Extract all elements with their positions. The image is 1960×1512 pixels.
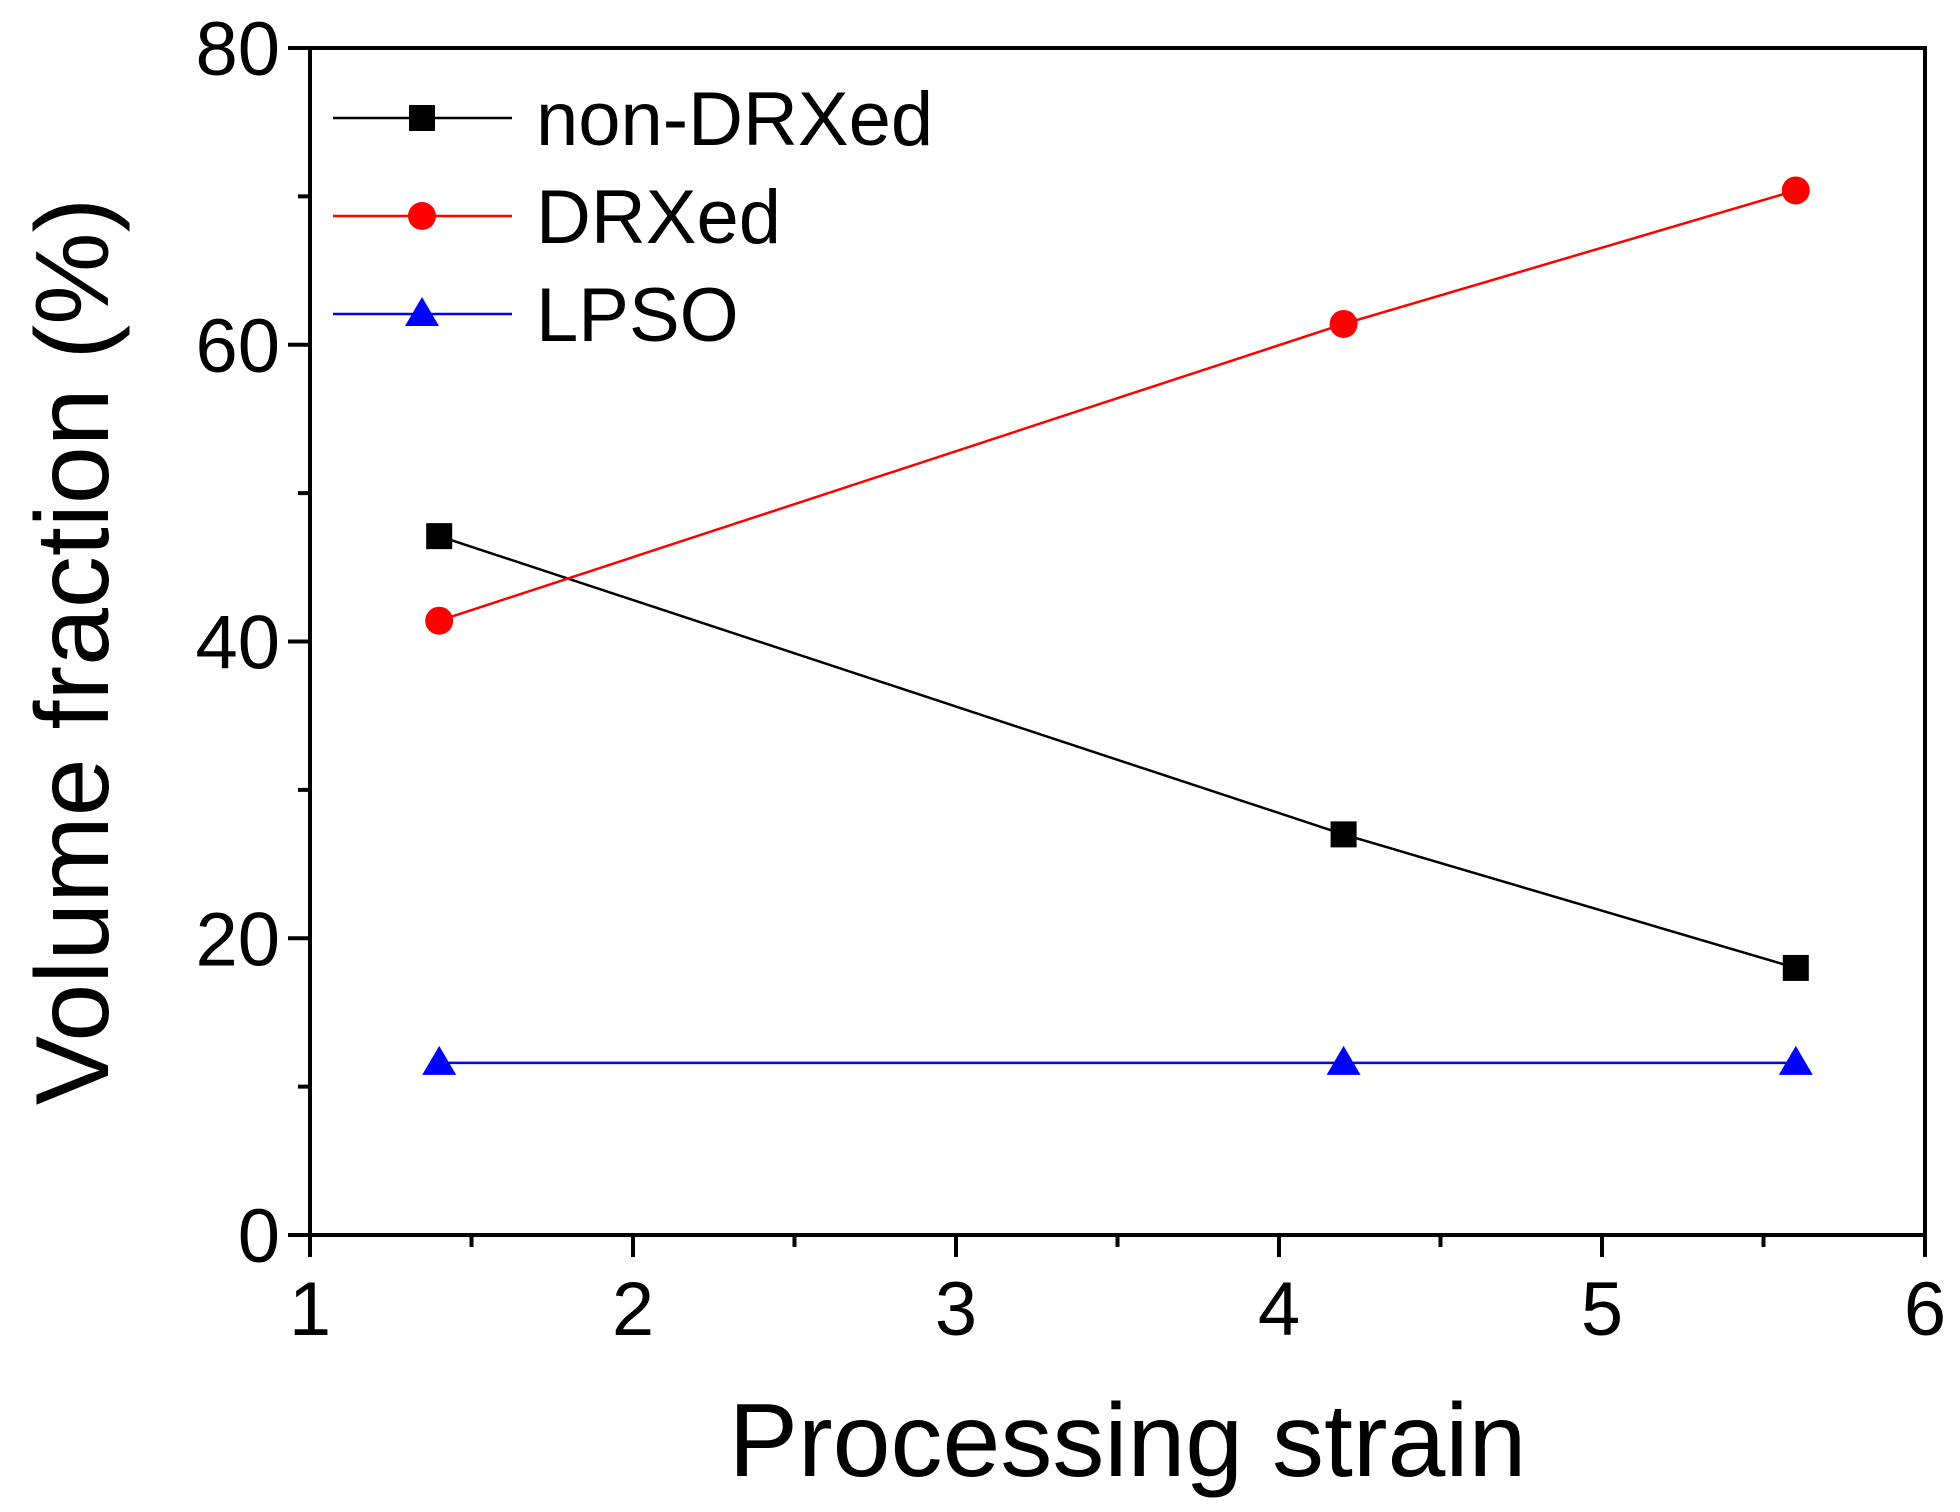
- legend-label: LPSO: [536, 273, 739, 358]
- x-tick-label: 5: [1581, 1267, 1623, 1352]
- data-point: [1782, 954, 1809, 981]
- x-tick-label: 6: [1904, 1267, 1946, 1352]
- legend-item: non-DRXed: [333, 77, 933, 162]
- series-line: [438, 534, 1797, 970]
- data-point: [1329, 309, 1358, 338]
- x-tick-label: 2: [612, 1267, 654, 1352]
- series-group: [422, 176, 1813, 1075]
- data-point: [1781, 176, 1810, 205]
- legend-marker: [408, 202, 436, 230]
- y-tick-label: 40: [195, 601, 280, 686]
- legend: non-DRXed DRXed LPSO: [333, 77, 933, 358]
- y-tick-label: 0: [238, 1194, 280, 1279]
- series-lpso: [422, 1045, 1813, 1075]
- data-point: [425, 606, 454, 635]
- y-axis-label: Volume fraction (%): [15, 198, 131, 1105]
- series-non-drxed: [426, 523, 1809, 981]
- series-drxed: [425, 176, 1810, 635]
- x-tick-label: 4: [1258, 1267, 1300, 1352]
- y-tick-label: 60: [195, 304, 280, 389]
- x-tick-label: 3: [935, 1267, 977, 1352]
- data-point: [1326, 1045, 1361, 1075]
- x-tick-label: 1: [289, 1267, 331, 1352]
- data-point: [426, 523, 453, 550]
- legend-label: non-DRXed: [536, 77, 933, 162]
- legend-item: DRXed: [333, 175, 781, 260]
- legend-marker: [409, 105, 435, 131]
- x-axis-label: Processing strain: [729, 1383, 1527, 1499]
- legend-label: DRXed: [536, 175, 781, 260]
- data-point: [1778, 1045, 1813, 1075]
- y-tick-label: 20: [195, 897, 280, 982]
- y-tick-label: 80: [195, 7, 280, 92]
- data-point: [1330, 821, 1357, 848]
- legend-marker: [405, 297, 439, 326]
- data-point: [422, 1045, 457, 1075]
- legend-item: LPSO: [333, 273, 739, 358]
